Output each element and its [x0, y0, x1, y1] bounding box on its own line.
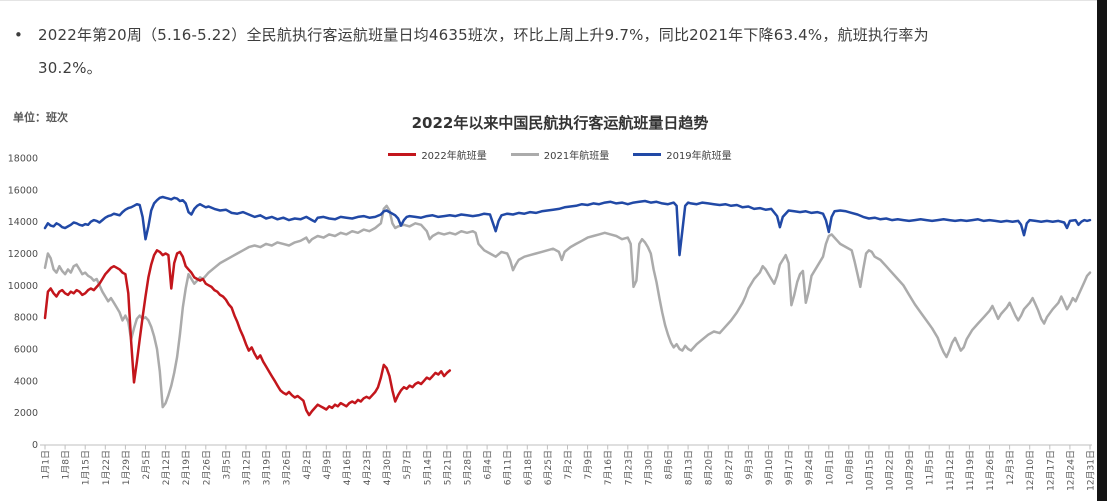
x-tick-label: 9月24日 [804, 450, 815, 485]
summary-bullet: • 2022年第20周（5.16-5.22）全民航执行客运航班量日均4635班次… [14, 19, 1073, 85]
x-tick-label: 6月11日 [503, 450, 514, 485]
y-tick-label: 12000 [8, 249, 38, 260]
series-line-2019 [43, 195, 1092, 257]
bullet-text-line2: 30.2%。 [38, 59, 102, 77]
x-tick-label: 10月8日 [844, 450, 855, 485]
chart-legend: 2022年航班量 2021年航班量 2019年航班量 [40, 147, 1080, 162]
x-tick-label: 10月15日 [864, 450, 875, 491]
y-tick-label: 8000 [14, 313, 38, 324]
x-tick-label: 7月30日 [643, 450, 654, 485]
x-tick-label: 1月22日 [101, 450, 112, 485]
x-tick-label: 4月23日 [362, 450, 373, 485]
x-tick-label: 4月9日 [322, 450, 333, 479]
legend-line-swatch [510, 153, 539, 156]
y-tick-label: 4000 [14, 376, 38, 387]
x-tick-label: 2月19日 [181, 450, 192, 485]
window-right-edge-bar [1097, 0, 1107, 501]
x-tick-label: 1月29日 [121, 450, 132, 485]
x-tick-label: 8月27日 [724, 450, 735, 485]
x-tick-label: 12月10日 [1025, 450, 1036, 491]
x-tick-label: 2月12日 [161, 450, 172, 485]
x-tick-label: 5月28日 [463, 450, 474, 485]
x-tick-label: 1月8日 [61, 450, 72, 479]
x-tick-label: 3月26日 [282, 450, 293, 485]
x-tick-label: 4月16日 [342, 450, 353, 485]
x-tick-label: 8月20日 [704, 450, 715, 485]
x-tick-label: 9月17日 [784, 450, 795, 485]
x-tick-label: 11月19日 [965, 450, 976, 491]
x-tick-label: 9月3日 [744, 450, 755, 479]
bullet-text-line1: 2022年第20周（5.16-5.22）全民航执行客运航班量日均4635班次，环… [38, 26, 929, 44]
legend-label: 2019年航班量 [666, 151, 732, 162]
x-tick-label: 6月25日 [543, 450, 554, 485]
legend-label: 2021年航班量 [543, 151, 610, 162]
x-tick-label: 12月3日 [1005, 450, 1016, 485]
y-tick-label: 10000 [8, 281, 38, 292]
legend-line-swatch [388, 153, 417, 156]
legend-label: 2022年航班量 [421, 151, 487, 162]
x-tick-label: 7月9日 [583, 450, 594, 479]
legend-item-2022: 2022年航班量 [388, 147, 487, 162]
x-tick-label: 9月10日 [764, 450, 775, 485]
x-tick-label: 8月6日 [664, 450, 675, 479]
x-tick-label: 7月23日 [623, 450, 634, 485]
x-tick-label: 12月17日 [1045, 450, 1056, 491]
series-line-2022 [43, 249, 452, 417]
y-tick-label: 18000 [8, 154, 38, 165]
x-tick-label: 12月24日 [1065, 450, 1076, 491]
x-tick-label: 2月5日 [141, 450, 152, 479]
x-tick-label: 5月21日 [442, 450, 453, 485]
legend-item-2021: 2021年航班量 [510, 147, 610, 162]
legend-line-swatch [633, 153, 662, 156]
x-tick-label: 11月26日 [985, 450, 996, 491]
x-tick-label: 6月18日 [523, 450, 534, 485]
bullet-marker: • [14, 26, 23, 44]
y-tick-label: 6000 [14, 345, 38, 356]
x-tick-label: 3月12日 [242, 450, 253, 485]
x-tick-label: 3月5日 [221, 450, 232, 479]
x-tick-label: 6月4日 [483, 450, 494, 479]
x-tick-label: 5月14日 [422, 450, 433, 485]
x-tick-label: 1月15日 [81, 450, 92, 485]
x-tick-label: 10月29日 [905, 450, 916, 491]
x-tick-label: 7月16日 [603, 450, 614, 485]
x-tick-label: 5月7日 [402, 450, 413, 479]
legend-item-2019: 2019年航班量 [633, 147, 732, 162]
y-tick-label: 14000 [8, 217, 38, 228]
x-tick-label: 3月19日 [262, 450, 273, 485]
x-tick-label: 10月1日 [824, 450, 835, 485]
x-tick-label: 11月5日 [925, 450, 936, 485]
y-axis-unit-label: 单位：班次 [13, 111, 68, 124]
chart-title: 2022年以来中国民航执行客运航班量日趋势 [411, 114, 709, 132]
y-tick-label: 0 [32, 440, 38, 451]
x-tick-label: 11月12日 [945, 450, 956, 491]
series-line-2021 [43, 204, 1092, 409]
x-tick-label: 8月13日 [684, 450, 695, 485]
top-border-line [0, 0, 1107, 1]
bullet-text: 2022年第20周（5.16-5.22）全民航执行客运航班量日均4635班次，环… [38, 19, 1073, 85]
x-tick-label: 4月30日 [382, 450, 393, 485]
y-tick-label: 16000 [8, 185, 38, 196]
x-tick-label: 12月31日 [1086, 450, 1097, 491]
x-tick-label: 1月1日 [41, 450, 52, 479]
x-tick-label: 4月2日 [302, 450, 313, 479]
x-tick-label: 10月22日 [885, 450, 896, 491]
y-tick-label: 2000 [14, 408, 38, 419]
x-tick-label: 2月26日 [201, 450, 212, 485]
x-tick-label: 7月2日 [563, 450, 574, 479]
